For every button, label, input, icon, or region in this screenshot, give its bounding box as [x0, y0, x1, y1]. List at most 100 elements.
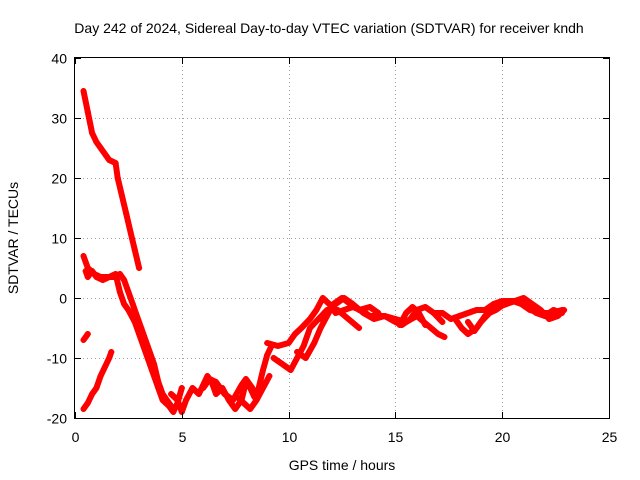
data-point — [559, 307, 565, 313]
data-point — [89, 391, 96, 397]
data-point — [465, 319, 471, 325]
x-axis-title: GPS time / hours — [289, 457, 396, 473]
data-point — [80, 253, 87, 259]
y-tick-label: -10 — [47, 351, 67, 367]
data-point — [332, 301, 339, 307]
data-point — [133, 313, 140, 319]
data-point — [396, 322, 403, 328]
plot-frame — [74, 57, 610, 419]
x-tick-label: 0 — [72, 429, 80, 445]
data-point — [465, 310, 471, 316]
data-point — [334, 307, 341, 313]
data-point — [170, 409, 177, 415]
data-point — [324, 310, 330, 316]
data-point — [110, 274, 117, 280]
data-point — [129, 301, 136, 307]
data-point — [294, 349, 301, 355]
series-track-8 — [234, 373, 273, 412]
data-point — [104, 274, 110, 280]
data-point — [520, 295, 527, 301]
data-point — [189, 385, 196, 391]
data-point — [458, 325, 465, 331]
data-point — [168, 403, 175, 409]
data-point — [206, 376, 213, 382]
data-point — [80, 88, 87, 94]
data-point — [311, 340, 318, 346]
data-point — [249, 385, 256, 391]
data-point — [178, 385, 185, 391]
data-point — [125, 289, 132, 295]
data-point — [546, 316, 553, 322]
series-line — [80, 88, 143, 271]
data-point — [125, 307, 132, 313]
data-point — [195, 391, 202, 397]
data-point — [80, 406, 87, 412]
data-point — [84, 265, 91, 271]
data-point — [131, 247, 138, 253]
data-point — [101, 364, 108, 370]
data-point — [439, 319, 446, 325]
data-point — [465, 331, 471, 337]
data-point — [97, 274, 104, 280]
data-point — [486, 310, 493, 316]
data-point — [168, 391, 175, 397]
series-track-5 — [80, 331, 91, 343]
x-tick-label: 10 — [282, 429, 298, 445]
x-tick-label: 20 — [495, 429, 511, 445]
data-point — [240, 400, 247, 406]
data-point — [151, 361, 157, 367]
data-point — [178, 409, 185, 415]
data-point — [234, 394, 241, 400]
axis-ticks — [75, 58, 610, 419]
data-point — [84, 274, 91, 280]
data-point — [174, 397, 181, 403]
data-point — [121, 301, 128, 307]
data-point — [300, 343, 307, 349]
data-point — [548, 310, 555, 316]
data-point — [253, 397, 260, 403]
data-point — [537, 310, 544, 316]
data-point — [403, 310, 410, 316]
data-point — [260, 385, 266, 391]
x-tick-label: 25 — [602, 429, 618, 445]
data-point — [155, 379, 162, 385]
data-point — [123, 211, 130, 217]
data-point — [317, 316, 324, 322]
data-point — [213, 391, 219, 397]
data-point — [518, 301, 525, 307]
data-point — [279, 361, 286, 367]
data-point — [84, 331, 91, 337]
data-point — [294, 355, 301, 361]
series-line — [82, 268, 185, 415]
y-tick-labels: -20 -10 0 10 20 30 40 — [47, 51, 67, 427]
data-point — [144, 343, 151, 349]
data-point — [183, 397, 190, 403]
series-line — [234, 373, 273, 412]
data-point — [264, 352, 271, 358]
data-point — [319, 295, 326, 301]
data-point — [345, 316, 352, 322]
series-track-14 — [396, 304, 429, 328]
data-point — [108, 349, 115, 355]
data-point — [292, 331, 298, 337]
data-point — [435, 331, 442, 337]
data-point — [163, 397, 170, 403]
data-point — [232, 406, 239, 412]
data-point — [409, 304, 416, 310]
series-track-10 — [270, 307, 363, 373]
chart-title: Day 242 of 2024, Sidereal Day-to-day VTE… — [74, 20, 583, 36]
data-point — [441, 334, 448, 340]
data-point — [247, 406, 254, 412]
y-tick-label: 10 — [51, 231, 67, 247]
data-point — [89, 130, 96, 136]
data-point — [274, 343, 281, 349]
data-point — [439, 310, 446, 316]
y-tick-label: 20 — [51, 171, 67, 187]
data-point — [106, 355, 113, 361]
data-point — [84, 400, 91, 406]
data-point — [422, 304, 429, 310]
y-tick-label: 40 — [51, 51, 67, 67]
data-point — [341, 295, 348, 301]
data-point — [116, 289, 123, 295]
data-point — [529, 301, 536, 307]
